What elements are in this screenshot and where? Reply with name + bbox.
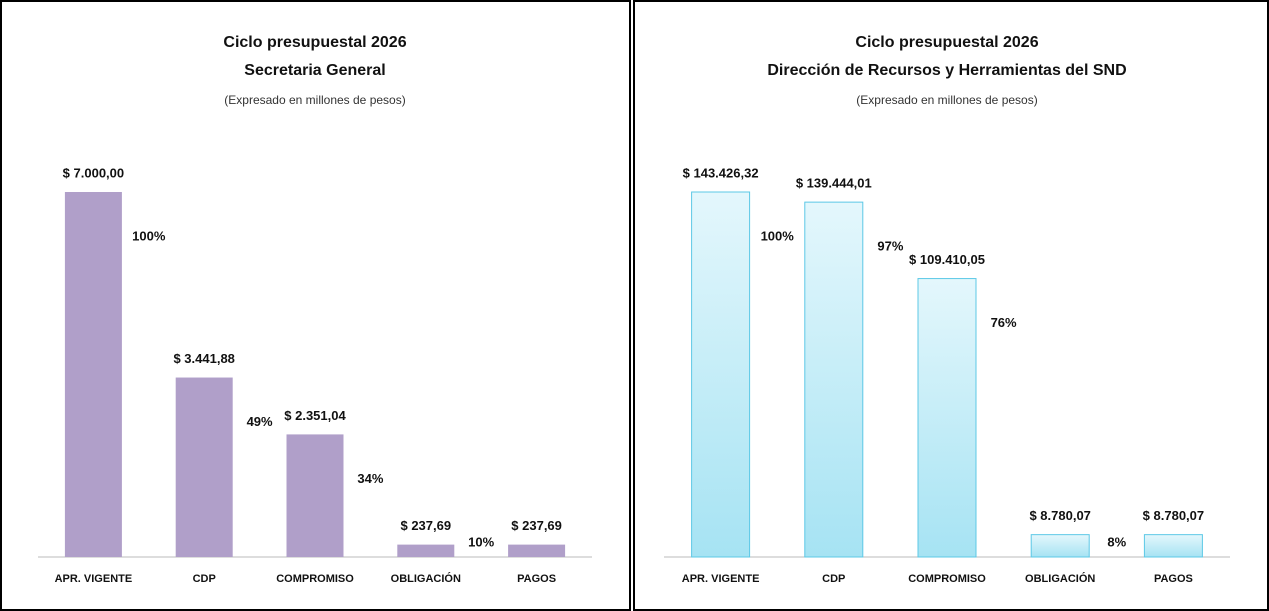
percent-label: 34% bbox=[357, 471, 383, 486]
x-tick-label: CDP bbox=[822, 573, 845, 585]
value-label: $ 3.441,88 bbox=[173, 351, 234, 366]
chart-subtitle: Dirección de Recursos y Herramientas del… bbox=[767, 62, 1126, 79]
value-label: $ 143.426,32 bbox=[683, 165, 759, 180]
value-label: $ 139.444,01 bbox=[796, 176, 872, 191]
x-tick-label: CDP bbox=[193, 573, 216, 585]
bar bbox=[691, 191, 751, 558]
panel-border bbox=[633, 0, 1269, 611]
bar bbox=[397, 544, 455, 557]
chart-note: (Expresado en millones de pesos) bbox=[856, 93, 1037, 107]
percent-label: 76% bbox=[991, 315, 1017, 330]
chart-title: Ciclo presupuestal 2026 bbox=[855, 34, 1038, 51]
bar bbox=[804, 201, 864, 558]
x-tick-label: APR. VIGENTE bbox=[55, 573, 133, 585]
value-label: $ 237,69 bbox=[400, 518, 451, 533]
bar bbox=[175, 377, 233, 557]
percent-label: 8% bbox=[1107, 534, 1126, 549]
value-label: $ 237,69 bbox=[511, 518, 562, 533]
value-label: $ 2.351,04 bbox=[284, 408, 346, 423]
percent-label: 97% bbox=[877, 239, 903, 254]
chart-note: (Expresado en millones de pesos) bbox=[224, 93, 405, 107]
value-label: $ 7.000,00 bbox=[63, 165, 124, 180]
x-tick-label: OBLIGACIÓN bbox=[391, 572, 461, 585]
x-tick-label: OBLIGACIÓN bbox=[1025, 572, 1095, 585]
panel-border bbox=[0, 0, 631, 611]
bar bbox=[1030, 534, 1090, 558]
x-tick-label: COMPROMISO bbox=[276, 573, 354, 585]
percent-label: 100% bbox=[132, 228, 166, 243]
bar bbox=[917, 278, 977, 558]
x-tick-label: PAGOS bbox=[517, 573, 556, 585]
bar bbox=[508, 544, 566, 557]
bar bbox=[1143, 534, 1203, 558]
percent-label: 49% bbox=[247, 414, 273, 429]
value-label: $ 8.780,07 bbox=[1143, 508, 1204, 523]
value-label: $ 8.780,07 bbox=[1029, 508, 1090, 523]
bar bbox=[64, 192, 122, 557]
bar bbox=[286, 434, 344, 557]
chart-title: Ciclo presupuestal 2026 bbox=[223, 34, 406, 51]
chart-subtitle: Secretaria General bbox=[244, 62, 385, 79]
percent-label: 100% bbox=[761, 228, 795, 243]
x-tick-label: APR. VIGENTE bbox=[682, 573, 760, 585]
value-label: $ 109.410,05 bbox=[909, 252, 985, 267]
x-tick-label: PAGOS bbox=[1154, 573, 1193, 585]
x-tick-label: COMPROMISO bbox=[908, 573, 986, 585]
percent-label: 10% bbox=[468, 534, 494, 549]
